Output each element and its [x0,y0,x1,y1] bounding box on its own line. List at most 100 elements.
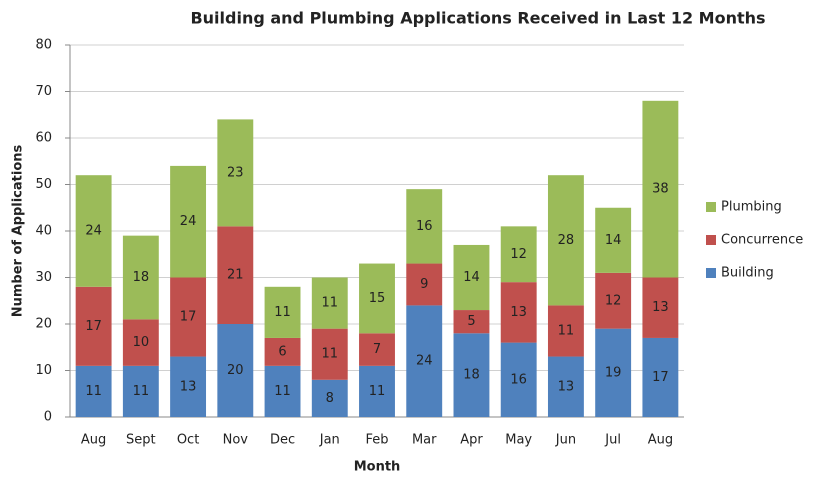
data-label: 12 [510,247,527,262]
data-label: 14 [463,270,480,285]
bar-segment [642,337,679,417]
bar-segment [75,175,112,287]
data-label: 24 [416,354,433,369]
data-label: 24 [180,214,197,229]
bar-segment [170,277,207,357]
bar-segment [642,100,679,278]
y-tick-label: 60 [35,131,52,146]
data-label: 13 [510,305,527,320]
data-label: 21 [227,268,244,283]
bar-segment [547,175,584,306]
data-label: 17 [652,370,669,385]
bar-segment [122,319,159,366]
data-label: 16 [510,372,527,387]
data-label: 28 [558,233,575,248]
y-tick-label: 50 [35,177,52,192]
data-label: 6 [278,344,286,359]
x-tick-label: Dec [270,433,295,448]
data-label: 12 [605,293,622,308]
data-label: 8 [326,391,334,406]
x-axis-label: Month [354,460,401,475]
data-label: 11 [274,305,291,320]
x-tick-label: Feb [365,433,388,448]
legend-swatch [706,268,716,278]
bar-segment [547,305,584,357]
x-tick-label: Oct [177,433,199,448]
x-tick-label: May [505,433,532,448]
data-label: 17 [85,319,102,334]
bar-segment [264,337,301,366]
bar-segment [453,333,490,417]
data-label: 11 [133,384,150,399]
x-tick-label: Mar [412,433,437,448]
bar-segment [264,286,301,338]
x-tick-label: Nov [223,433,249,448]
data-label: 18 [133,270,150,285]
bar-segment [359,263,395,334]
x-tick-label: Aug [81,433,106,448]
data-label: 38 [652,182,669,197]
data-label: 11 [558,323,575,338]
x-tick-label: Aug [648,433,673,448]
x-tick-label: Apr [460,433,483,448]
data-label: 9 [420,277,428,292]
data-label: 15 [369,291,386,306]
bar-segment [75,365,112,417]
y-tick-label: 0 [44,410,52,425]
bar-segment [217,119,254,227]
bar-segment [595,272,632,329]
data-label: 17 [180,310,197,325]
bar-segment [170,356,207,417]
bar-segment [311,328,348,380]
bar-segment [453,310,490,334]
y-tick-label: 40 [35,224,52,239]
y-tick-label: 20 [35,317,52,332]
x-tick-label: Sept [126,433,156,448]
bar-segment [217,324,254,417]
data-label: 13 [558,379,575,394]
bar-segment [264,365,301,417]
bar-segment [500,342,537,417]
x-tick-label: Jun [555,433,576,448]
legend-swatch [706,235,716,245]
y-tick-label: 80 [35,38,52,53]
legend-swatch [706,202,716,212]
bar-segment [75,286,112,366]
bar-segment [595,328,632,417]
bar-segment [122,235,159,320]
bar-segment [406,189,443,264]
bar-segment [170,165,207,278]
bar-segment [217,226,254,324]
y-tick-label: 10 [35,363,52,378]
y-tick-label: 30 [35,270,52,285]
data-label: 11 [274,384,291,399]
bar-segment [595,207,632,273]
bar-segment [547,356,584,417]
y-axis-label: Number of Applications [11,144,26,317]
bar-segment [359,333,395,366]
x-tick-label: Jan [319,433,340,448]
bar-segment [311,277,348,329]
bar-segment [453,244,490,311]
legend-label: Building [721,266,774,281]
data-label: 23 [227,165,244,180]
bar-segment [311,379,348,417]
bar-segment [359,365,395,417]
chart-title: Building and Plumbing Applications Recei… [190,9,765,28]
bar-segment [642,277,679,338]
data-label: 10 [133,335,150,350]
data-label: 13 [180,379,197,394]
data-label: 11 [369,384,386,399]
data-label: 20 [227,363,244,378]
x-tick-label: Jul [604,433,621,448]
data-label: 11 [321,347,338,362]
data-label: 7 [373,342,381,357]
legend-label: Plumbing [721,200,782,215]
bar-segment [406,263,443,306]
data-label: 13 [652,300,669,315]
data-label: 14 [605,233,622,248]
data-label: 18 [463,368,480,383]
bar-segment [500,282,537,343]
legend-label: Concurrence [721,233,803,248]
